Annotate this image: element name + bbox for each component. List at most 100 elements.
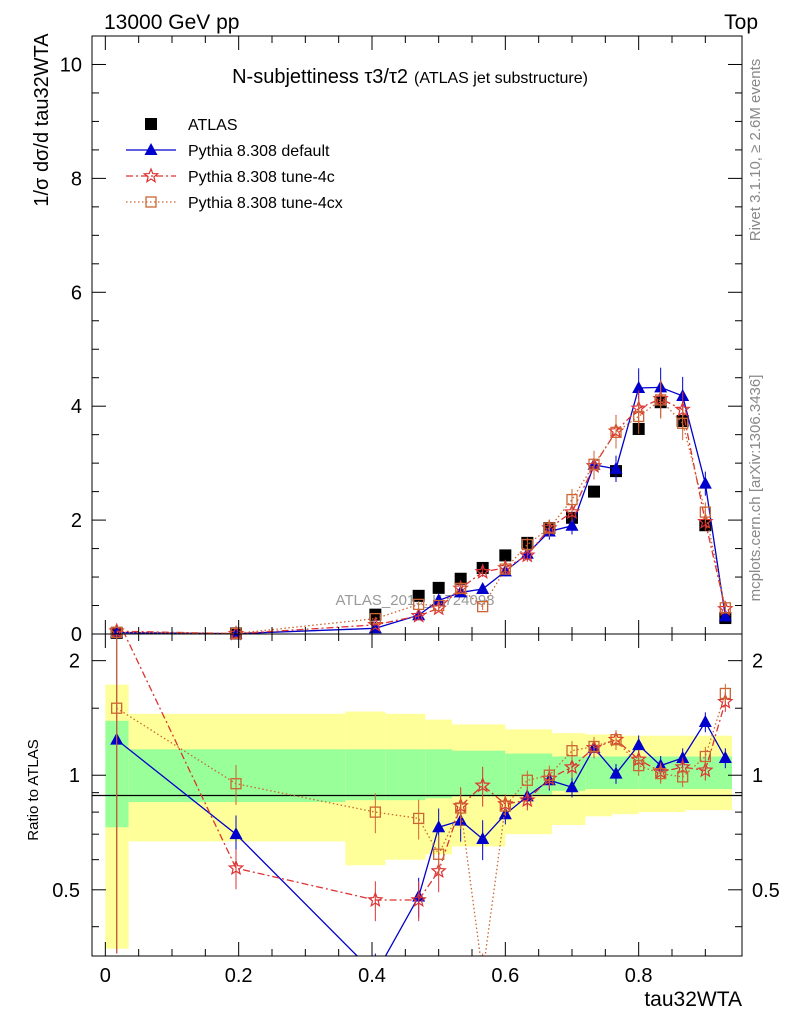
legend-label: ATLAS xyxy=(188,117,238,134)
data-point xyxy=(655,394,667,406)
y-tick-label: 6 xyxy=(71,282,82,304)
data-point xyxy=(477,601,489,613)
ratio-point xyxy=(474,776,491,793)
ratio-point xyxy=(410,891,427,908)
data-point xyxy=(610,426,622,439)
legend-label: Pythia 8.308 tune-4c xyxy=(188,169,335,186)
uncertainty-band-inner xyxy=(425,749,452,799)
ratio-point xyxy=(717,693,734,709)
uncertainty-band-inner xyxy=(505,753,552,795)
data-point xyxy=(521,538,533,551)
data-point xyxy=(563,503,581,520)
y-tick-label: 0 xyxy=(71,624,82,646)
legend-marker xyxy=(145,118,157,130)
ratio-panel: 0 0.2 0.4 0.6 0.8 0.5 0.5 1 1 2 2 Ratio to ATLAS xyxy=(25,633,780,987)
process-label: Top xyxy=(724,11,758,34)
ratio-point xyxy=(230,778,242,790)
data-point xyxy=(633,410,645,423)
legend-label: Pythia 8.308 tune-4cx xyxy=(188,195,343,212)
data-point xyxy=(433,599,445,612)
x-axis-label: tau32WTA xyxy=(644,988,742,1011)
y-tick-label: 4 xyxy=(71,396,82,418)
ratio-point xyxy=(632,738,646,751)
energy-label: 13000 GeV pp xyxy=(104,11,239,34)
data-point xyxy=(499,549,512,562)
ratio-point xyxy=(229,827,243,840)
ratio-y-tick-label: 0.5 xyxy=(52,880,80,902)
ratio-point xyxy=(565,780,579,793)
x-tick-label: 0.8 xyxy=(625,965,653,987)
data-point xyxy=(565,518,579,531)
data-point xyxy=(474,563,491,579)
ratio-y-tick-label: 1 xyxy=(69,765,80,787)
data-point xyxy=(369,608,382,621)
data-point xyxy=(677,417,689,429)
data-point xyxy=(519,546,536,563)
data-point xyxy=(369,612,381,625)
data-point xyxy=(566,493,578,506)
main-subtitle: (ATLAS jet substructure) xyxy=(414,70,588,87)
ratio-point xyxy=(698,714,712,727)
legend: ATLAS Pythia 8.308 default Pythia 8.308 tu… xyxy=(126,117,343,212)
y-tick-label: 2 xyxy=(71,510,82,532)
ratio-point xyxy=(676,750,690,763)
data-point xyxy=(230,627,242,640)
ratio-point xyxy=(633,759,645,772)
ratio-point xyxy=(543,769,555,781)
uncertainty-band-inner xyxy=(345,749,386,801)
x-tick-label: 0.2 xyxy=(225,965,253,987)
ratio-point xyxy=(432,820,446,833)
ratio-point xyxy=(718,750,732,763)
data-point xyxy=(432,593,446,606)
source-label: mcplots.cern.ch [arXiv:1306.3436] xyxy=(747,375,764,602)
data-point xyxy=(454,572,467,585)
data-point xyxy=(410,607,427,623)
ratio-frame xyxy=(91,633,743,957)
uncertainty-band-inner xyxy=(385,749,426,801)
ratio-line xyxy=(123,634,726,901)
x-tick-label: 0 xyxy=(100,965,111,987)
legend-marker xyxy=(145,196,157,208)
ratio-point xyxy=(499,800,511,812)
ratio-point xyxy=(455,802,467,814)
ratio-y-tick-label-right: 1 xyxy=(752,765,763,787)
data-point xyxy=(412,589,425,602)
main-y-label: 1/σ dσ/d tau32WTA xyxy=(31,33,53,207)
ratio-point xyxy=(476,831,490,844)
uncertainty-band-inner xyxy=(585,756,612,790)
ratio-point xyxy=(519,791,536,808)
ratio-series-pythia-8-308-tune-4cx xyxy=(111,634,731,956)
series-line xyxy=(116,399,726,635)
data-point xyxy=(588,485,600,498)
ratio-point xyxy=(566,745,578,757)
data-point xyxy=(699,506,711,518)
ratio-point xyxy=(610,734,622,746)
data-point xyxy=(698,476,712,489)
main-title: N-subjettiness τ3/τ2 xyxy=(232,66,408,88)
ratio-point xyxy=(588,740,600,753)
data-point xyxy=(499,563,511,575)
x-tick-label: 0.4 xyxy=(358,965,386,987)
ratio-line xyxy=(116,720,726,956)
ratio-y-tick-label-right: 2 xyxy=(752,651,763,673)
data-point xyxy=(718,609,732,622)
ratio-point xyxy=(563,758,581,775)
ratio-point xyxy=(521,774,533,786)
ratio-y-tick-label: 2 xyxy=(69,651,80,673)
data-point xyxy=(719,602,731,614)
legend-marker xyxy=(142,167,160,184)
ratio-point xyxy=(677,771,689,783)
data-point xyxy=(432,581,445,594)
legend-marker xyxy=(144,143,158,155)
ratio-point xyxy=(719,687,731,700)
ratio-point xyxy=(111,702,123,714)
data-point xyxy=(632,380,646,393)
data-point xyxy=(697,513,714,529)
ratio-point xyxy=(433,848,445,860)
legend-label: Pythia 8.308 default xyxy=(188,143,330,160)
data-point xyxy=(543,522,555,534)
ratio-point xyxy=(367,891,384,908)
data-point xyxy=(476,582,490,595)
